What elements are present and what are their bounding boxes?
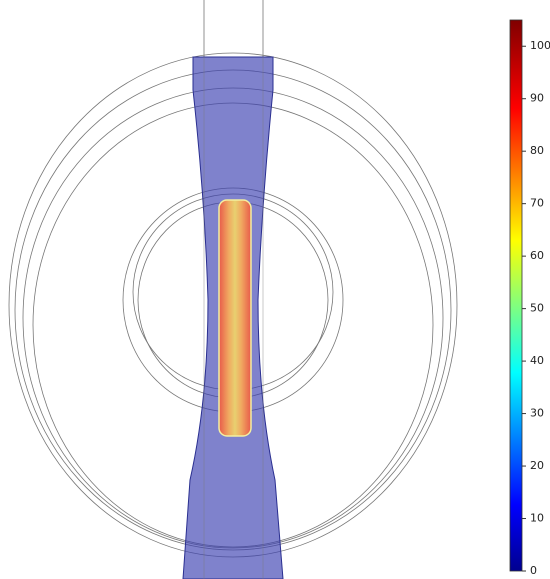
colorbar-tick-label: 80 xyxy=(530,144,544,157)
colorbar-tick-label: 30 xyxy=(530,407,544,420)
colorbar-tick-label: 70 xyxy=(530,197,544,210)
colorbar-tick-label: 100 xyxy=(530,39,550,52)
simulation-view: 0 10 20 30 40 50 60 70 80 90 100 xyxy=(0,0,550,579)
colorbar-tick-label: 20 xyxy=(530,459,544,472)
colorbar-tick-label: 50 xyxy=(530,302,544,315)
geometry xyxy=(9,0,457,579)
colorbar-tick-label: 0 xyxy=(530,564,537,577)
colorbar xyxy=(510,20,522,571)
colorbar-tick-label: 40 xyxy=(530,354,544,367)
colorbar-tick-label: 60 xyxy=(530,249,544,262)
colorbar-tick-label: 10 xyxy=(530,512,544,525)
colorbar-tick-label: 90 xyxy=(530,92,544,105)
